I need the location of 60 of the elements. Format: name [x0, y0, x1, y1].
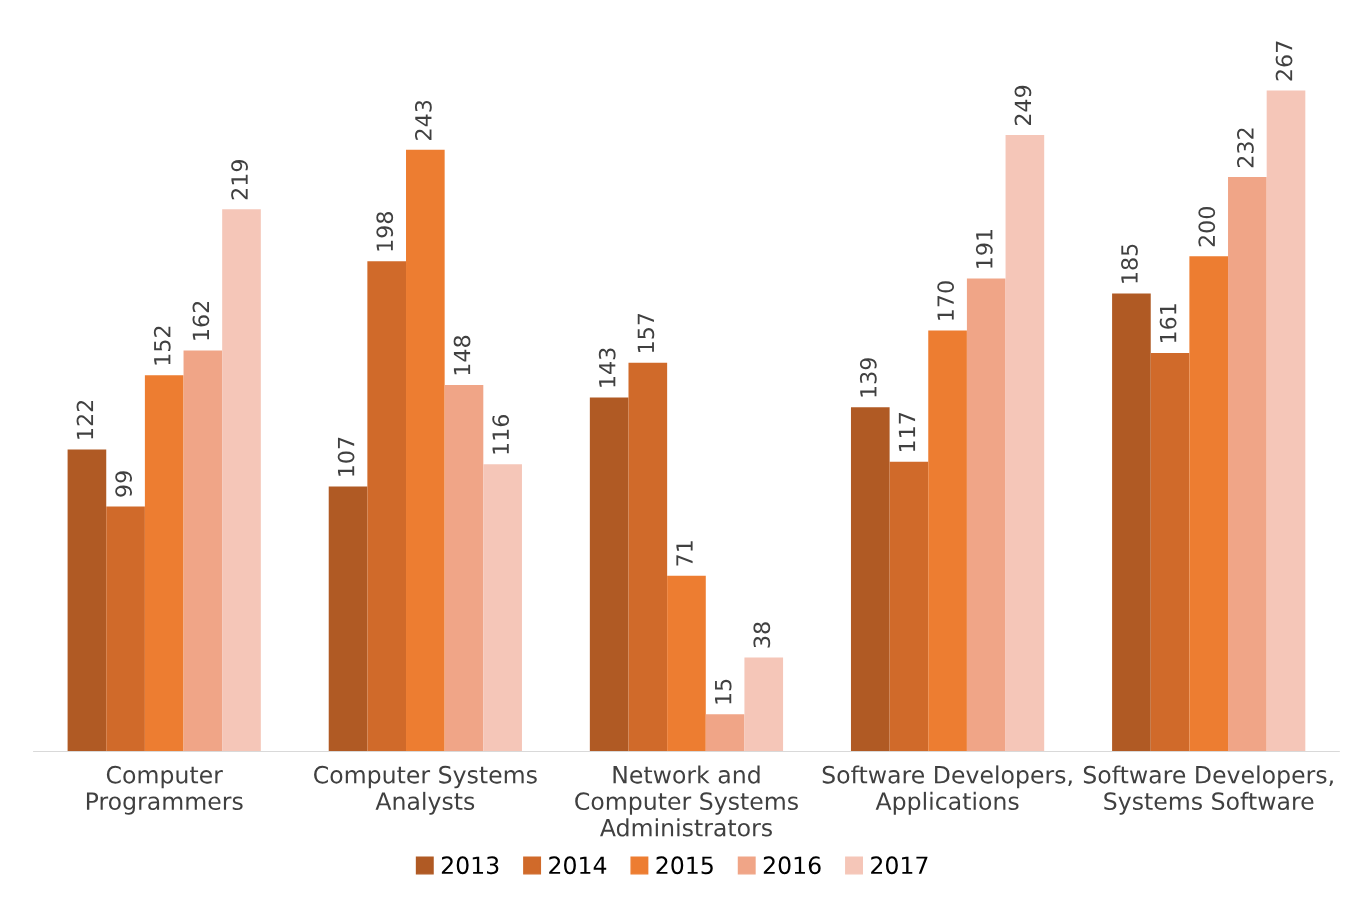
data-label: 191	[975, 229, 993, 268]
bar	[444, 385, 484, 752]
bar	[483, 464, 522, 752]
x-tick-label: Software Developers, Applications	[822, 765, 1072, 815]
x-tick-label: Software Developers, Systems Software	[1083, 765, 1333, 815]
bar	[328, 486, 368, 752]
bar	[850, 407, 890, 752]
bar	[144, 375, 184, 752]
data-label: 243	[414, 100, 432, 140]
data-label: 161	[1159, 304, 1177, 343]
legend-label: 2016	[763, 856, 821, 875]
data-label: 267	[1275, 41, 1293, 81]
bar	[889, 461, 929, 752]
bar	[67, 449, 107, 752]
data-label: 117	[898, 412, 916, 452]
data-label: 15	[715, 679, 732, 704]
x-tick-label: Computer Systems Analysts	[314, 765, 537, 815]
bar	[589, 397, 629, 752]
bar	[928, 330, 967, 752]
data-label: 152	[153, 326, 171, 365]
bar	[667, 575, 706, 752]
legend-label: 2013	[441, 856, 499, 875]
bar	[705, 714, 745, 752]
data-label: 122	[76, 400, 94, 439]
bar	[1005, 135, 1045, 752]
bar	[1228, 177, 1267, 752]
x-tick-label: Network and Computer Systems Administrators	[575, 765, 798, 837]
data-label: 157	[637, 313, 655, 353]
bar	[367, 261, 407, 752]
data-label: 143	[598, 348, 616, 387]
data-label: 116	[492, 414, 510, 454]
legend-label: 2017	[871, 856, 928, 875]
bar	[1189, 256, 1229, 752]
data-label: 198	[376, 212, 394, 251]
data-label: 107	[337, 437, 355, 476]
data-label: 162	[192, 301, 210, 340]
legend-label: 2014	[549, 856, 607, 875]
bar	[628, 362, 668, 752]
data-label: 185	[1121, 244, 1138, 283]
data-label: 139	[859, 358, 877, 397]
x-tick-label: Computer Programmers	[86, 765, 243, 815]
data-label: 170	[937, 281, 955, 320]
legend-label: 2015	[656, 856, 713, 875]
bar	[966, 278, 1006, 752]
data-label: 148	[453, 335, 471, 375]
data-label: 249	[1014, 85, 1032, 126]
data-label: 71	[676, 541, 693, 566]
bar	[1266, 90, 1306, 752]
bar	[406, 149, 445, 752]
data-label: 232	[1236, 128, 1254, 168]
data-label: 200	[1198, 207, 1216, 247]
bar	[744, 657, 784, 752]
data-label: 219	[231, 160, 248, 200]
bar	[1150, 352, 1190, 752]
bar	[1112, 293, 1151, 752]
data-label: 99	[115, 471, 133, 497]
bar	[222, 209, 261, 752]
data-label: 38	[753, 622, 771, 648]
bar	[106, 506, 145, 752]
bar	[183, 350, 223, 752]
